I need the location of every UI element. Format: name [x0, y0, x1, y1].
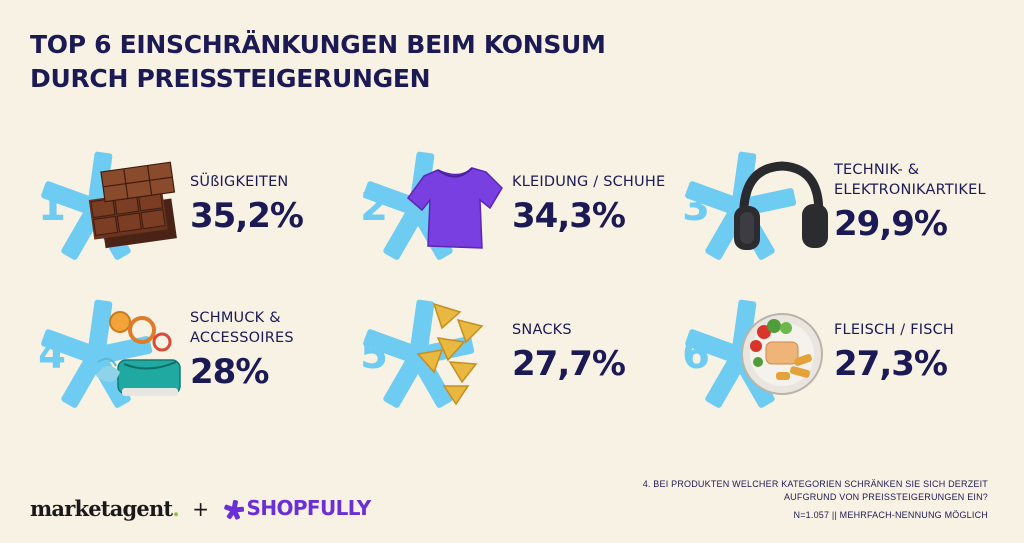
nachos-icon	[416, 302, 484, 406]
rank-number: 1	[38, 184, 66, 230]
title-line-1: TOP 6 EINSCHRÄNKUNGEN BEIM KONSUM	[30, 30, 606, 59]
rank-number: 6	[682, 332, 710, 378]
ranking-item-5: 5 SNACKS 27,7%	[354, 298, 674, 428]
sample-size-note: N=1.057 || MEHRFACH-NENNUNG MÖGLICH	[793, 510, 988, 520]
food-plate-icon	[741, 313, 823, 395]
survey-question: 4. BEI PRODUKTEN WELCHER KATEGORIEN SCHR…	[642, 479, 988, 502]
rank-number: 5	[360, 332, 388, 378]
percentage-value: 27,3%	[834, 344, 948, 384]
category-label: SCHMUCK & ACCESSOIRES	[190, 310, 294, 346]
headphones-icon	[734, 161, 828, 250]
rank-number: 3	[682, 184, 710, 230]
title-line-2: DURCH PREISSTEIGERUNGEN	[30, 64, 431, 93]
marketagent-logo: marketagent.	[30, 496, 180, 521]
shopfully-mark-icon	[223, 499, 244, 520]
chocolate-icon	[88, 161, 177, 249]
percentage-value: 29,9%	[834, 204, 948, 244]
accessories-icon	[96, 311, 181, 396]
footer-logos: marketagent. + SHOPFULLY	[30, 496, 371, 528]
percentage-value: 34,3%	[512, 196, 626, 236]
category-label: SÜßIGKEITEN	[190, 174, 289, 190]
page-title: TOP 6 EINSCHRÄNKUNGEN BEIM KONSUM DURCH …	[30, 28, 606, 96]
rank-number: 4	[38, 332, 66, 378]
shopfully-logo: SHOPFULLY	[223, 496, 371, 521]
tshirt-icon	[406, 167, 503, 249]
category-label: FLEISCH / FISCH	[834, 322, 955, 338]
ranking-item-1: 1 SÜßIGKEITEN 35,2%	[32, 150, 352, 280]
percentage-value: 27,7%	[512, 344, 626, 384]
percentage-value: 28%	[190, 352, 269, 392]
ranking-item-4: 4 SCHMUCK & ACCESSOIRES 28%	[32, 298, 352, 428]
ranking-item-2: 2 KLEIDUNG / SCHUHE 34,3%	[354, 150, 674, 280]
category-label: KLEIDUNG / SCHUHE	[512, 174, 666, 190]
category-label: SNACKS	[512, 322, 572, 338]
ranking-item-6: 6 FLEISCH / FISCH 27,3%	[676, 298, 996, 428]
ranking-item-3: 3 TECHNIK- & ELEKTRONIKARTIKEL 29,9%	[676, 150, 996, 280]
rank-number: 2	[360, 184, 388, 230]
plus-sign: +	[192, 496, 210, 521]
category-label: TECHNIK- & ELEKTRONIKARTIKEL	[834, 162, 986, 198]
percentage-value: 35,2%	[190, 196, 304, 236]
